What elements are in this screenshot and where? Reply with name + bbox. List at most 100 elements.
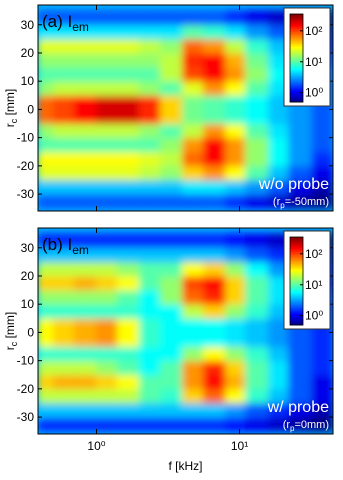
heatmap-cell <box>116 80 141 96</box>
heatmap-cell <box>52 360 75 376</box>
heatmap-cell <box>73 66 98 82</box>
heatmap-cell <box>116 233 141 249</box>
heatmap-cell <box>73 38 98 54</box>
heatmap-cell <box>244 94 270 110</box>
colorbar-step <box>290 16 303 19</box>
colorbar-step <box>290 63 303 66</box>
annotation-post: =0mm) <box>294 419 329 431</box>
heatmap-cell <box>244 416 270 432</box>
y-label-sub: c <box>9 118 19 123</box>
y-label-unit: [mm] <box>3 89 17 119</box>
plot-frame <box>37 4 334 212</box>
heatmap-cell <box>182 137 205 153</box>
x-axis-label: f [kHz] <box>168 459 202 473</box>
heatmap-cell <box>96 402 118 418</box>
heatmap-cell <box>139 275 161 291</box>
colorbar-step <box>290 316 303 319</box>
colorbar-step <box>290 78 303 81</box>
heatmap-cell <box>159 165 184 181</box>
colorbar-step <box>290 50 303 53</box>
colorbar-step <box>290 253 303 256</box>
heatmap-cell <box>268 108 290 125</box>
heatmap-cell <box>52 165 75 181</box>
heatmap-cell <box>52 346 75 362</box>
colorbar-step <box>290 87 303 90</box>
heatmap-cell <box>244 38 270 54</box>
colorbar-step <box>290 292 303 295</box>
colorbar-step <box>290 286 303 289</box>
heatmap-cell <box>268 402 290 418</box>
y-label-main: r <box>3 346 17 350</box>
colorbar-step <box>290 75 303 78</box>
colorbar-step <box>290 260 303 263</box>
colorbar-step <box>290 303 303 305</box>
y-tick-label: -10 <box>17 354 35 368</box>
colorbar-step <box>290 31 303 34</box>
heatmap-cell <box>116 193 141 209</box>
heatmap-cell <box>244 10 270 26</box>
heatmap-cell <box>203 151 227 167</box>
heatmap-cell <box>73 165 98 181</box>
heatmap-cell <box>244 123 270 139</box>
heatmap-cell <box>38 331 54 348</box>
heatmap-cell <box>38 179 54 195</box>
heatmap-cell <box>225 137 246 153</box>
heatmap-cell <box>159 416 184 432</box>
heatmap-cell <box>96 165 118 181</box>
heatmap-cell <box>225 165 246 181</box>
colorbar-step <box>290 25 303 28</box>
heatmap-cell <box>116 275 141 291</box>
colorbar-step <box>290 94 303 97</box>
colorbar-step <box>290 40 303 43</box>
panel-label-main: (b) I <box>42 235 72 254</box>
heatmap-cell <box>116 360 141 376</box>
colorbar-step <box>290 80 303 82</box>
colorbar-step <box>290 41 303 44</box>
colorbar-step <box>290 278 303 281</box>
heatmap-cell <box>52 151 75 167</box>
y-tick-label: 20 <box>21 46 35 60</box>
heatmap-cell <box>116 123 141 139</box>
colorbar-step <box>290 285 303 288</box>
colorbar-step <box>290 256 303 259</box>
colorbar-step <box>290 281 303 283</box>
colorbar-step <box>290 84 303 87</box>
colorbar-step <box>290 66 303 69</box>
heatmap-cell <box>244 388 270 404</box>
heatmap-cell <box>96 317 118 333</box>
colorbar-step <box>290 242 303 245</box>
heatmap-cell <box>159 52 184 68</box>
heatmap-cell <box>225 151 246 167</box>
heatmap-cell <box>116 179 141 195</box>
heatmap-cell <box>38 374 54 390</box>
heatmap-cell <box>159 193 184 209</box>
colorbar-step <box>290 275 303 278</box>
y-axis-label: rc [mm] <box>3 89 19 128</box>
heatmap-cell <box>225 331 246 348</box>
heatmap-cell <box>52 193 75 209</box>
heatmap-cell <box>139 317 161 333</box>
heatmap-cell <box>52 416 75 432</box>
heatmap-cell <box>52 24 75 40</box>
heatmap-cell <box>244 346 270 362</box>
colorbar-step <box>290 65 303 68</box>
heatmap-cell <box>38 24 54 40</box>
heatmap-cell <box>225 261 246 277</box>
heatmap-cell <box>73 52 98 68</box>
heatmap-cell <box>38 66 54 82</box>
heatmap-cell <box>225 80 246 96</box>
heatmap-cell <box>116 402 141 418</box>
heatmap-cell <box>203 137 227 153</box>
colorbar-step <box>290 288 303 291</box>
colorbar-step <box>290 257 303 260</box>
heatmap-cell <box>244 303 270 319</box>
heatmap-cell <box>159 388 184 404</box>
heatmap-cell <box>73 137 98 153</box>
heatmap-cell <box>311 416 333 432</box>
heatmap-cell <box>73 374 98 390</box>
heatmap-cell <box>96 346 118 362</box>
heatmap-cell <box>73 108 98 125</box>
heatmap-cell <box>116 416 141 432</box>
heatmap-cell <box>244 108 270 125</box>
heatmap-cell <box>116 24 141 40</box>
